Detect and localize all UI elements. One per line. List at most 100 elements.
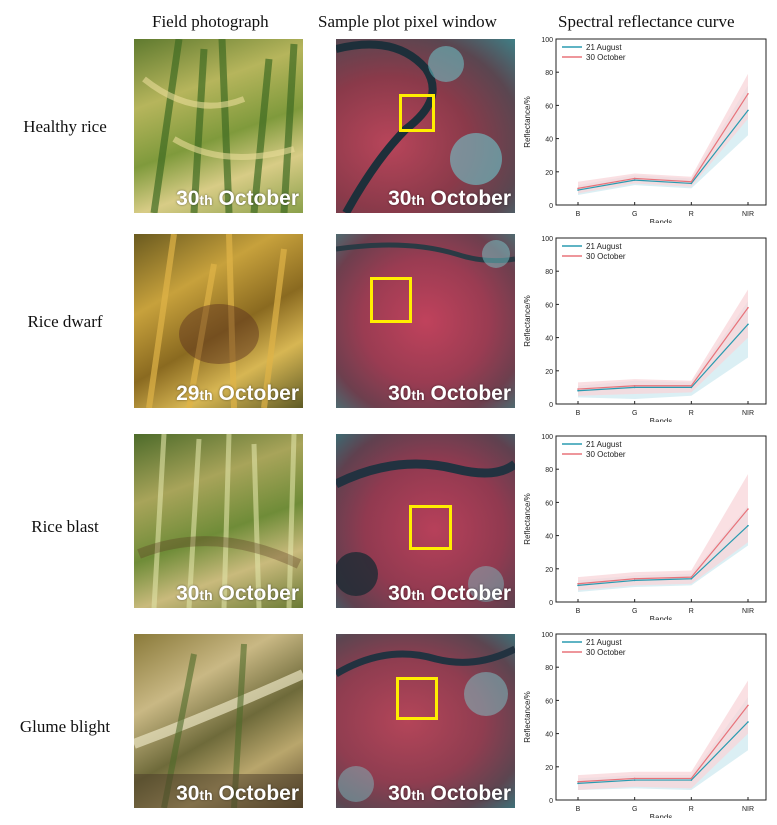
legend-label: 30 October <box>586 648 626 657</box>
legend-label: 21 August <box>586 638 622 647</box>
satellite-date-label: 30th October <box>388 187 511 210</box>
spectral-chart-svg: 0 20 40 60 80 100 B G R NIR Bands Reflectance/% 21 A… <box>523 236 767 422</box>
rice-plant-texture <box>142 39 298 213</box>
photo-date-label: 30th October <box>176 782 299 805</box>
satellite-window-healthy-rice: 30th October <box>336 39 515 213</box>
satellite-window-rice-dwarf: 30th October <box>336 234 515 408</box>
satellite-texture <box>336 40 502 213</box>
y-tick-label: 100 <box>541 632 553 639</box>
data-point <box>633 779 636 781</box>
spectral-chart-svg: 0 20 40 60 80 100 B G R NIR Bands Reflectance/% 21 A… <box>523 632 767 818</box>
data-point <box>633 579 636 582</box>
data-point <box>577 388 579 390</box>
data-point <box>747 524 749 527</box>
data-point <box>690 777 693 780</box>
series-line-aug <box>577 323 749 392</box>
sample-plot-box <box>370 277 412 323</box>
x-tick-label: B <box>576 211 581 218</box>
confidence-band-oct <box>578 474 748 591</box>
data-point <box>747 704 749 707</box>
data-point <box>690 577 693 580</box>
data-point <box>633 777 636 780</box>
y-tick-label: 20 <box>545 369 553 376</box>
y-tick-label: 0 <box>549 600 553 607</box>
field-photo-healthy-rice: 30th October <box>134 39 303 213</box>
row-label-healthy-rice: Healthy rice <box>23 117 107 136</box>
legend-label: 30 October <box>586 53 626 62</box>
y-tick-label: 80 <box>545 665 553 672</box>
header-spectral-reflectance-curve: Spectral reflectance curve <box>558 12 735 31</box>
rice-plant-texture <box>137 434 302 608</box>
data-point <box>633 577 636 580</box>
satellite-date-label: 30th October <box>388 582 511 605</box>
x-tick-label: NIR <box>742 211 754 218</box>
y-tick-label: 20 <box>545 567 553 574</box>
y-tick-label: 40 <box>545 336 553 343</box>
satellite-texture <box>336 459 515 602</box>
data-point <box>690 182 693 185</box>
field-photo-glume-blight: 30th October <box>134 634 303 808</box>
data-point <box>633 386 636 389</box>
rice-plant-texture <box>134 643 303 808</box>
y-axis-label: Reflectance/% <box>523 493 532 545</box>
x-tick-label: R <box>689 410 694 417</box>
row-label-rice-blast: Rice blast <box>31 517 99 536</box>
y-tick-label: 100 <box>541 236 553 243</box>
photo-date-label: 30th October <box>176 187 299 210</box>
y-tick-label: 40 <box>545 137 553 144</box>
series-line-aug <box>577 721 749 784</box>
x-tick-label: G <box>632 806 637 813</box>
photo-date-label: 30th October <box>176 582 299 605</box>
sample-plot-box <box>396 677 438 720</box>
legend-label: 30 October <box>586 450 626 459</box>
x-tick-label: G <box>632 410 637 417</box>
satellite-date-label: 30th October <box>388 782 511 805</box>
y-tick-label: 60 <box>545 302 553 309</box>
satellite-texture <box>336 645 515 802</box>
x-tick-label: G <box>632 211 637 218</box>
y-tick-label: 100 <box>541 434 553 441</box>
satellite-texture <box>336 240 515 268</box>
y-axis-label: Reflectance/% <box>523 295 532 347</box>
data-point <box>690 779 693 781</box>
data-point <box>577 187 579 190</box>
y-tick-label: 60 <box>545 698 553 705</box>
x-tick-label: R <box>689 211 694 218</box>
y-tick-label: 100 <box>541 37 553 44</box>
series-line-aug <box>577 525 749 586</box>
x-tick-label: R <box>689 608 694 615</box>
series-line-oct <box>577 508 749 585</box>
x-tick-label: R <box>689 806 694 813</box>
x-tick-label: G <box>632 608 637 615</box>
data-point <box>747 92 749 95</box>
spectral-chart-svg: 0 20 40 60 80 100 B G R NIR Bands Reflectance/% 21 A… <box>523 37 767 223</box>
spectral-chart-rice-blast: 0 20 40 60 80 100 B G R NIR Bands Reflectance/% 21 A… <box>520 430 770 620</box>
photo-date-label: 29th October <box>176 382 299 405</box>
data-point <box>747 323 749 326</box>
x-axis-label: Bands <box>650 417 673 422</box>
y-axis-label: Reflectance/% <box>523 96 532 148</box>
y-tick-label: 0 <box>549 402 553 409</box>
data-point <box>633 179 636 181</box>
row-label-glume-blight: Glume blight <box>19 717 111 736</box>
data-point <box>577 389 579 392</box>
data-point <box>577 780 579 783</box>
confidence-band-oct <box>578 73 748 194</box>
y-tick-label: 80 <box>545 269 553 276</box>
x-tick-label: B <box>576 608 581 615</box>
y-tick-label: 80 <box>545 467 553 474</box>
data-point <box>577 584 579 587</box>
series-line-oct <box>577 307 749 390</box>
sample-plot-box <box>399 94 435 132</box>
data-point <box>747 306 749 309</box>
y-tick-label: 60 <box>545 500 553 507</box>
field-photo-rice-dwarf: 29th October <box>134 234 303 408</box>
data-point <box>747 109 749 112</box>
x-axis-label: Bands <box>650 218 673 223</box>
sample-plot-box <box>409 505 452 550</box>
y-tick-label: 80 <box>545 70 553 77</box>
spectral-chart-svg: 0 20 40 60 80 100 B G R NIR Bands Reflectance/% 21 A… <box>523 434 767 620</box>
data-point <box>747 508 749 510</box>
y-tick-label: 20 <box>545 170 553 177</box>
row-label-rice-dwarf: Rice dwarf <box>27 312 103 331</box>
